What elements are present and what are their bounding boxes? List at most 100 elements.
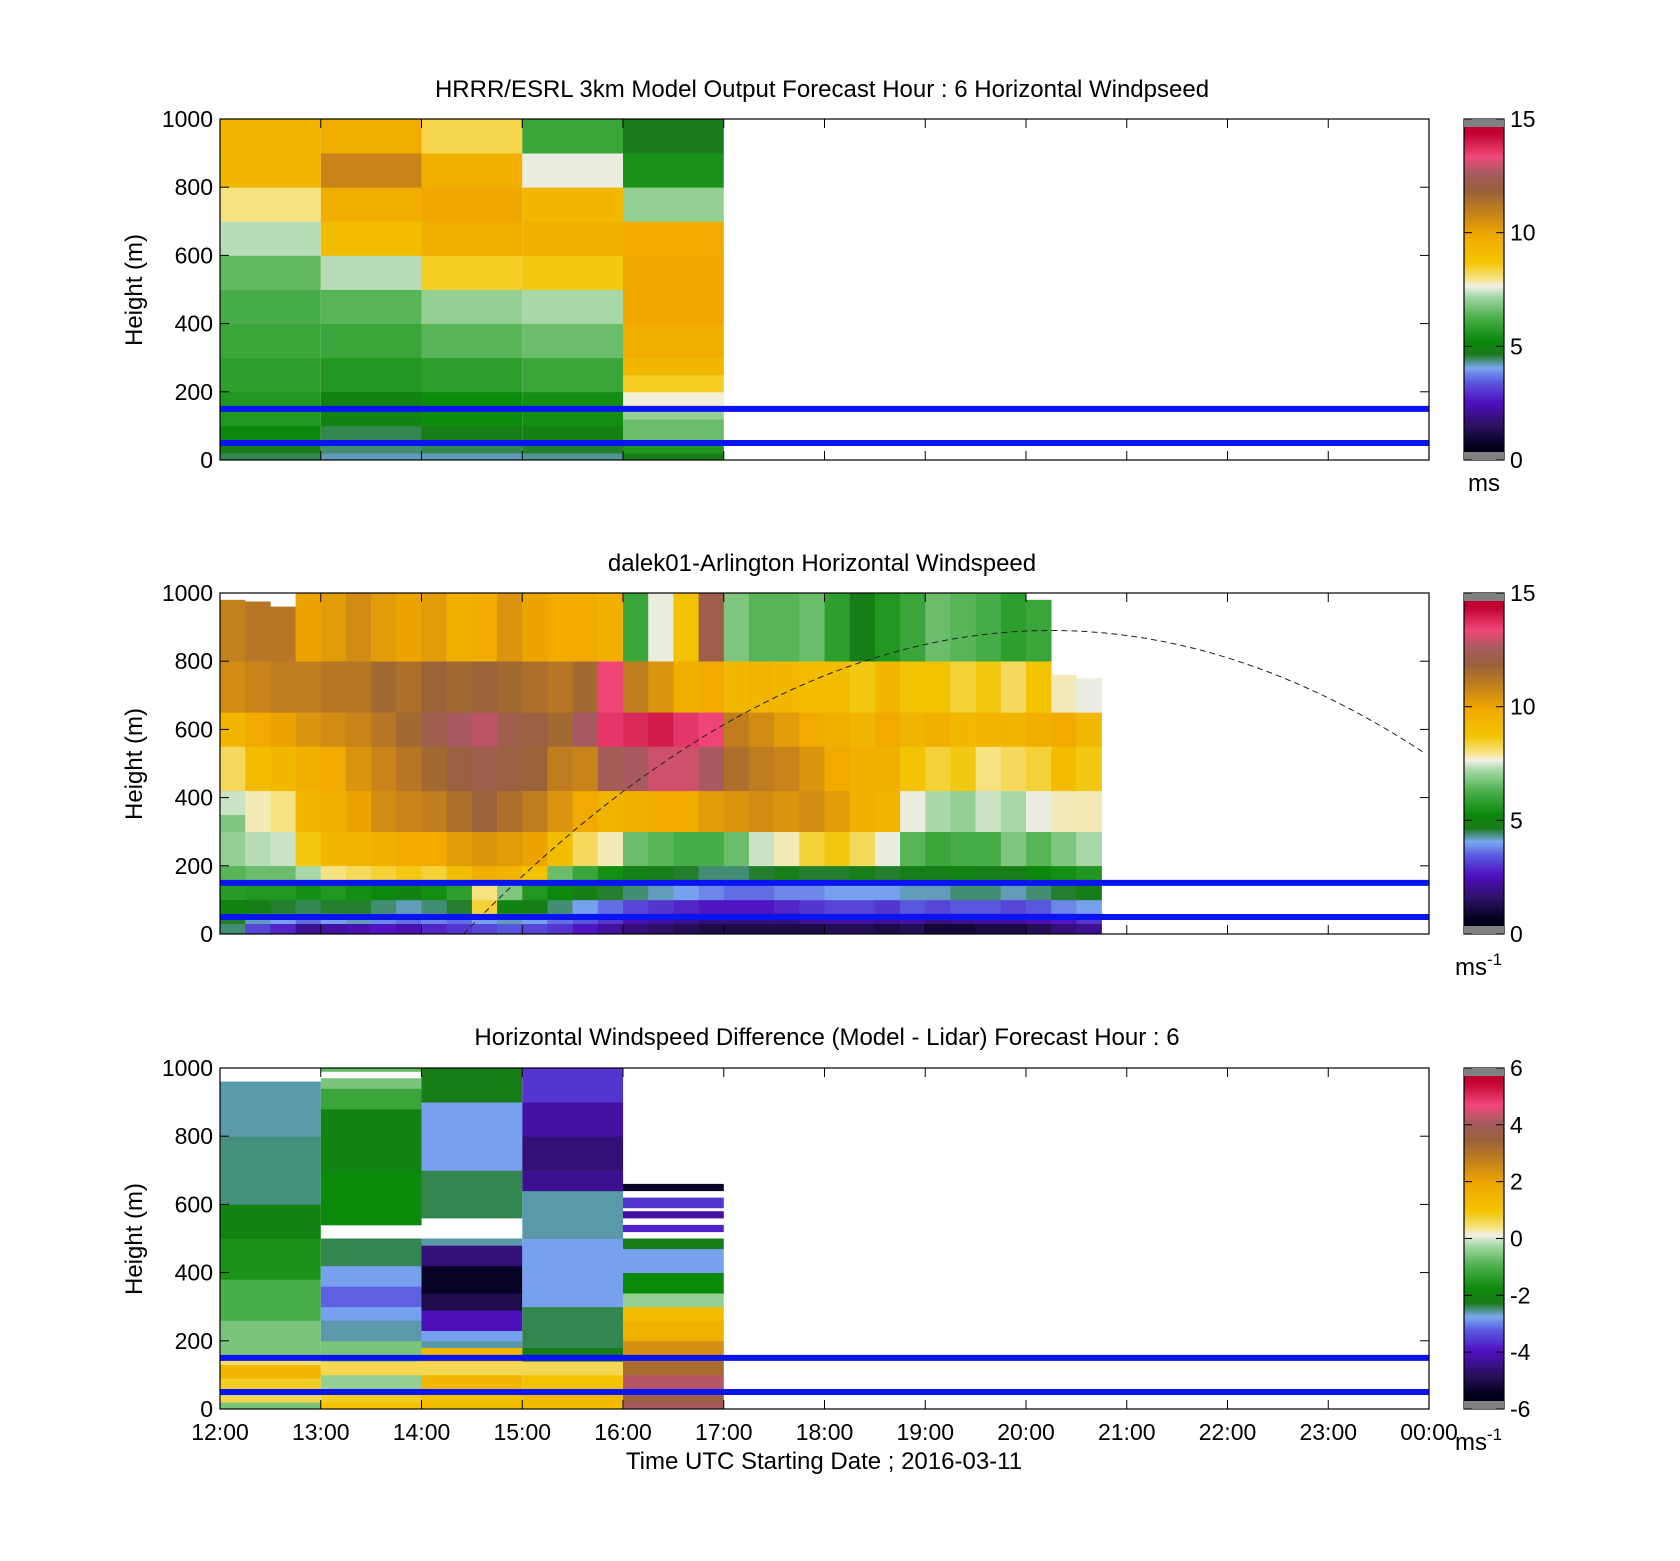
heatmap-cell [1026, 923, 1052, 935]
heatmap-cell [673, 882, 699, 901]
heatmap-cell [345, 661, 372, 713]
heatmap-cell [900, 899, 926, 914]
heatmap-cell [774, 865, 800, 884]
heatmap-cell [270, 712, 296, 747]
heatmap-cell [623, 187, 724, 222]
heatmap-cell [295, 899, 322, 914]
heatmap-cell [597, 923, 624, 935]
heatmap-cell [698, 712, 725, 747]
heatmap-cell [597, 712, 624, 747]
heatmap-cell [623, 1357, 724, 1376]
heatmap-cell [673, 712, 699, 747]
colorbar-ticks: 0 5 10 15 [1464, 106, 1536, 473]
x-tick-label: 19:00 [896, 1419, 954, 1445]
heatmap-cell [421, 1330, 523, 1342]
heatmap-cell [975, 746, 1002, 792]
heatmap-cell [623, 323, 724, 359]
heatmap-cell [295, 661, 322, 713]
heatmap-cell [270, 865, 296, 884]
y-tick-label: 600 [175, 1191, 213, 1217]
heatmap-cell [320, 1402, 422, 1410]
heatmap-cell [623, 391, 724, 410]
heatmap-cell [270, 831, 296, 867]
heatmap-cell [623, 255, 724, 290]
y-axis-label: Height (m) [121, 708, 148, 820]
heatmap-cell [320, 357, 422, 393]
heatmap-cell [446, 746, 473, 792]
heatmap-cell [849, 831, 876, 867]
heatmap-cell [270, 661, 296, 713]
heatmap-cell [471, 790, 498, 832]
y-axis-label: Height (m) [121, 1183, 148, 1295]
heatmap-cell [497, 923, 523, 935]
heatmap-cell [522, 221, 624, 256]
heatmap-cell [900, 712, 926, 747]
panel-title: dalek01-Arlington Horizontal Windspeed [608, 550, 1036, 577]
heatmap-cell [1026, 831, 1052, 867]
heatmap-cell [371, 790, 397, 832]
heatmap-cell [220, 153, 321, 188]
heatmap-cell [1051, 831, 1077, 867]
heatmap-cells [220, 593, 1102, 935]
heatmap-cell [471, 923, 498, 935]
heatmap-cell [421, 865, 447, 884]
y-tick-label: 1000 [162, 106, 213, 132]
colorbar-ticks: -6 -4 -2 0 2 4 6 [1464, 1055, 1531, 1422]
heatmap-cell [1051, 899, 1077, 914]
heatmap-cell [220, 289, 321, 324]
heatmap-cell [623, 221, 724, 256]
heatmap-cell [698, 831, 725, 867]
y-axis-ticks: 0 200 400 600 800 1000 [162, 106, 1429, 473]
heatmap-cell [1076, 865, 1102, 884]
heatmap-cell [925, 923, 951, 935]
heatmap-cell [975, 593, 1002, 662]
heatmap-cell [320, 1068, 422, 1072]
heatmap-cell [522, 831, 548, 867]
heatmap-cell [975, 661, 1002, 713]
heatmap-cell [320, 1078, 422, 1089]
heatmap-cell [371, 831, 397, 867]
colorbar-tick-label: 2 [1510, 1169, 1523, 1195]
heatmap-cell [748, 746, 775, 792]
heatmap-cell [471, 712, 498, 747]
heatmap-cell [824, 746, 850, 792]
heatmap-cell [522, 323, 624, 359]
heatmap-cell [1026, 746, 1052, 792]
heatmap-cell [371, 712, 397, 747]
heatmap-cell [648, 593, 674, 662]
heatmap-cell [925, 882, 951, 901]
heatmap-cell [623, 746, 649, 792]
heatmap-cell [421, 1340, 523, 1348]
heatmap-cell [1026, 712, 1052, 747]
heatmap-cell [673, 746, 699, 792]
heatmap-cell [623, 153, 724, 188]
heatmap-cell [950, 865, 976, 884]
x-tick-label: 23:00 [1299, 1419, 1357, 1445]
heatmap-cell [220, 425, 321, 444]
heatmap-cell [623, 1183, 724, 1192]
heatmap-cell [748, 593, 775, 662]
heatmap-cell [648, 923, 674, 935]
heatmap-cell [623, 1320, 724, 1342]
heatmap-cell [220, 1378, 321, 1389]
heatmap-cell [874, 865, 901, 884]
heatmap-cell [421, 221, 523, 256]
heatmap-cell [874, 661, 901, 713]
heatmap-cell [245, 882, 271, 901]
heatmap-cell [471, 746, 498, 792]
heatmap-cell [1076, 831, 1102, 867]
heatmap-cell [748, 831, 775, 867]
heatmap-cell [497, 865, 523, 884]
heatmap-cell [320, 661, 347, 713]
x-tick-label: 00:00 [1400, 1419, 1458, 1445]
heatmap-cell [522, 153, 624, 188]
heatmap-cell [220, 453, 321, 461]
x-tick-label: 15:00 [493, 1419, 551, 1445]
heatmap-cell [421, 1361, 523, 1376]
y-tick-label: 0 [200, 1396, 213, 1422]
heatmap-cell [522, 1136, 624, 1171]
heatmap-cell [799, 899, 825, 914]
heatmap-cell [874, 882, 901, 901]
heatmap-cell [723, 790, 750, 832]
heatmap-cell [295, 865, 322, 884]
